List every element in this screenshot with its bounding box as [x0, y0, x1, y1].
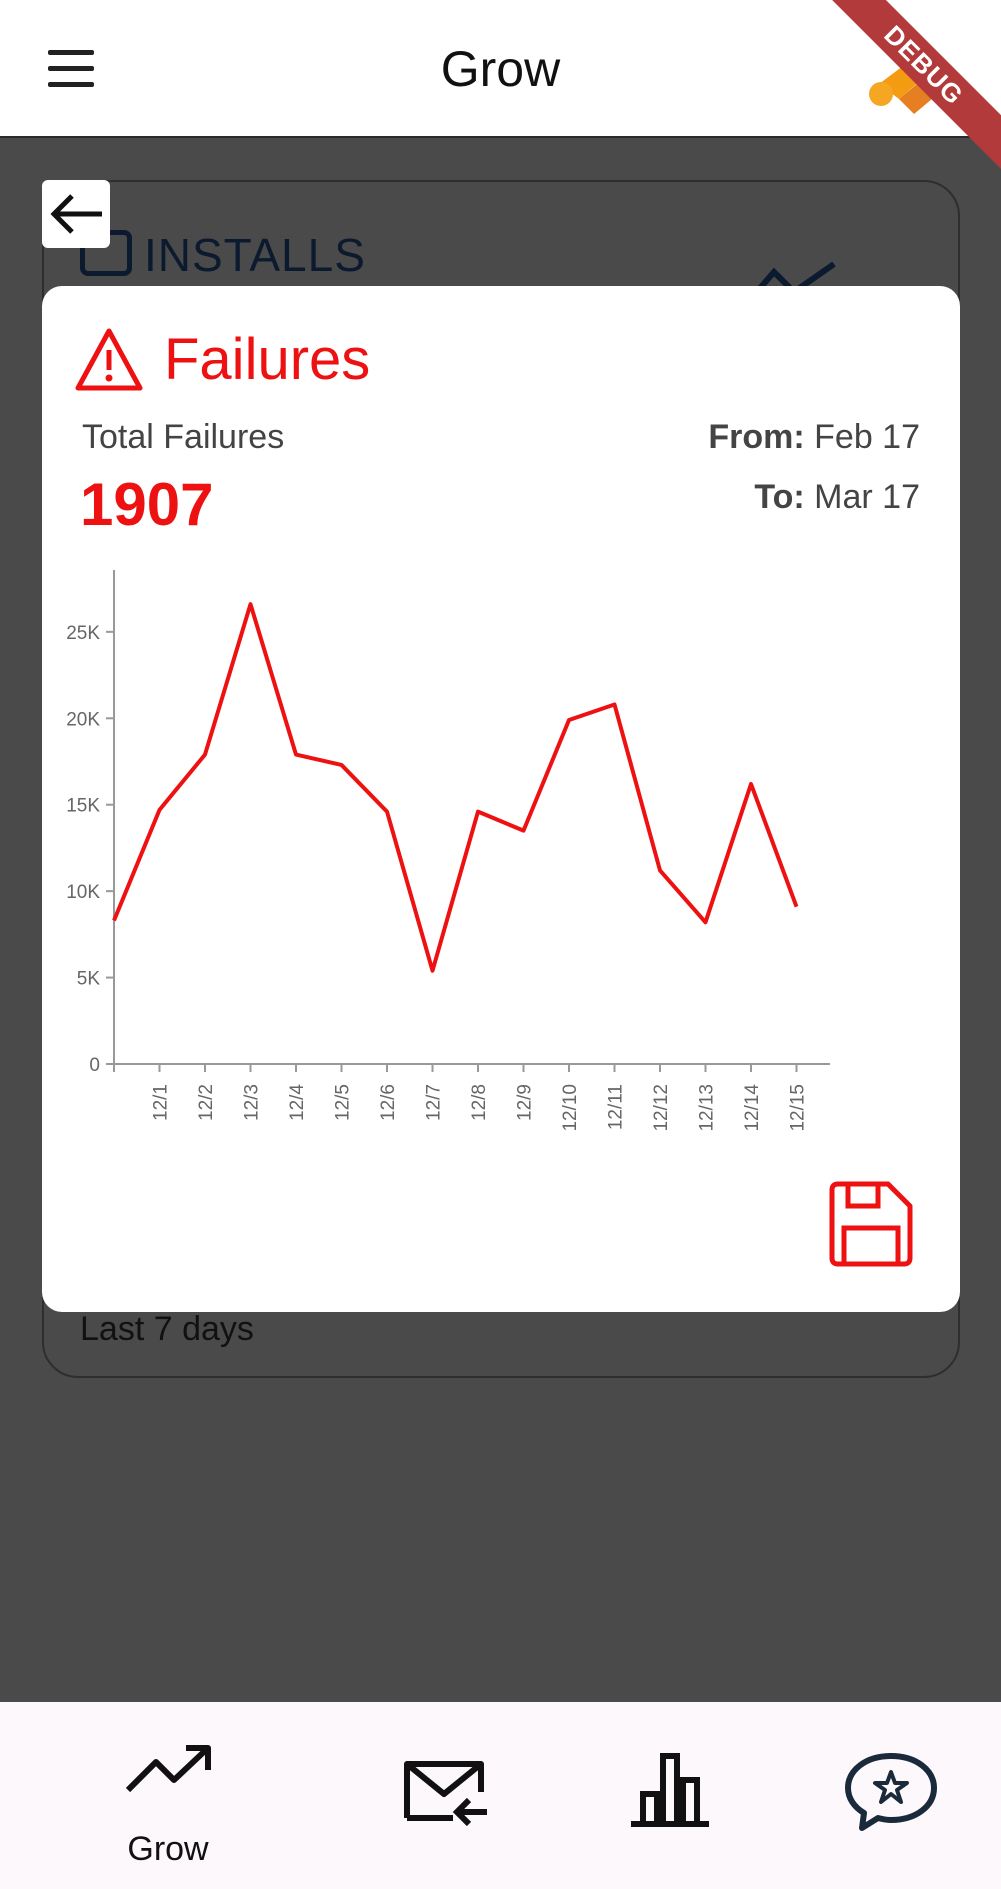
nav-item-reviews[interactable] — [790, 1702, 990, 1889]
mail-inbox-icon — [404, 1761, 487, 1826]
x-tick-label: 12/3 — [242, 1084, 263, 1121]
total-failures-value: 1907 — [80, 471, 214, 538]
x-tick-label: 12/2 — [196, 1084, 217, 1121]
x-tick-label: 12/15 — [788, 1084, 809, 1132]
x-tick-label: 12/7 — [424, 1084, 445, 1121]
y-tick-label: 0 — [89, 1055, 100, 1076]
to-label: To: — [754, 478, 805, 516]
period-label: Last 7 days — [80, 1310, 254, 1348]
y-tick-label: 10K — [66, 882, 100, 903]
x-tick-label: 12/9 — [515, 1084, 536, 1121]
menu-icon-line — [48, 66, 94, 71]
bottom-navigation: Grow — [0, 1702, 1001, 1889]
nav-item-stats[interactable] — [567, 1702, 767, 1889]
warning-icon — [75, 328, 143, 391]
x-tick-label: 12/11 — [606, 1084, 627, 1130]
nav-item-grow[interactable]: Grow — [68, 1702, 268, 1889]
x-tick-label: 12/13 — [697, 1084, 718, 1132]
arrow-left-icon — [50, 194, 102, 234]
y-tick-label: 5K — [77, 969, 101, 990]
x-tick-label: 12/14 — [742, 1084, 763, 1132]
failures-chart: 0 5K 10K 15K 20K 25K 12/1 12/2 12/3 12/4 12/5 12/6 1… — [66, 570, 830, 1132]
menu-button[interactable] — [40, 46, 104, 94]
x-tick-label: 12/8 — [469, 1084, 490, 1121]
page-title: Grow — [440, 41, 561, 97]
y-tick-label: 20K — [66, 709, 100, 730]
review-star-icon — [845, 1753, 937, 1831]
x-tick-label: 12/1 — [151, 1084, 172, 1121]
menu-icon-line — [48, 82, 94, 87]
series-line — [112, 602, 799, 973]
x-tick-label: 12/12 — [651, 1084, 672, 1132]
back-button[interactable] — [42, 180, 110, 248]
x-tick-label: 12/10 — [560, 1084, 581, 1132]
save-icon[interactable] — [826, 1180, 914, 1268]
dialog-title: Failures — [164, 327, 371, 392]
x-tick-label: 12/4 — [287, 1084, 308, 1121]
nav-item-inbox[interactable] — [345, 1702, 545, 1889]
failures-dialog: Failures Total Failures 1907 From: Feb 1… — [42, 286, 960, 1312]
x-tick-label: 12/5 — [333, 1084, 354, 1121]
to-date: To: Mar 17 — [754, 478, 920, 517]
menu-icon — [48, 50, 94, 55]
y-tick-label: 15K — [66, 796, 100, 817]
y-tick-label: 25K — [66, 623, 100, 644]
trending-up-icon — [125, 1745, 211, 1793]
from-date: From: Feb 17 — [708, 418, 920, 457]
nav-label-grow: Grow — [127, 1830, 209, 1868]
bar-chart-icon — [631, 1753, 709, 1827]
app-bar: Grow — [0, 0, 1001, 138]
from-value: Feb 17 — [814, 418, 920, 456]
x-tick-label: 12/6 — [378, 1084, 399, 1121]
total-failures-label: Total Failures — [82, 418, 285, 456]
to-value: Mar 17 — [814, 478, 920, 516]
installs-label: INSTALLS — [144, 229, 366, 281]
from-label: From: — [708, 418, 805, 456]
